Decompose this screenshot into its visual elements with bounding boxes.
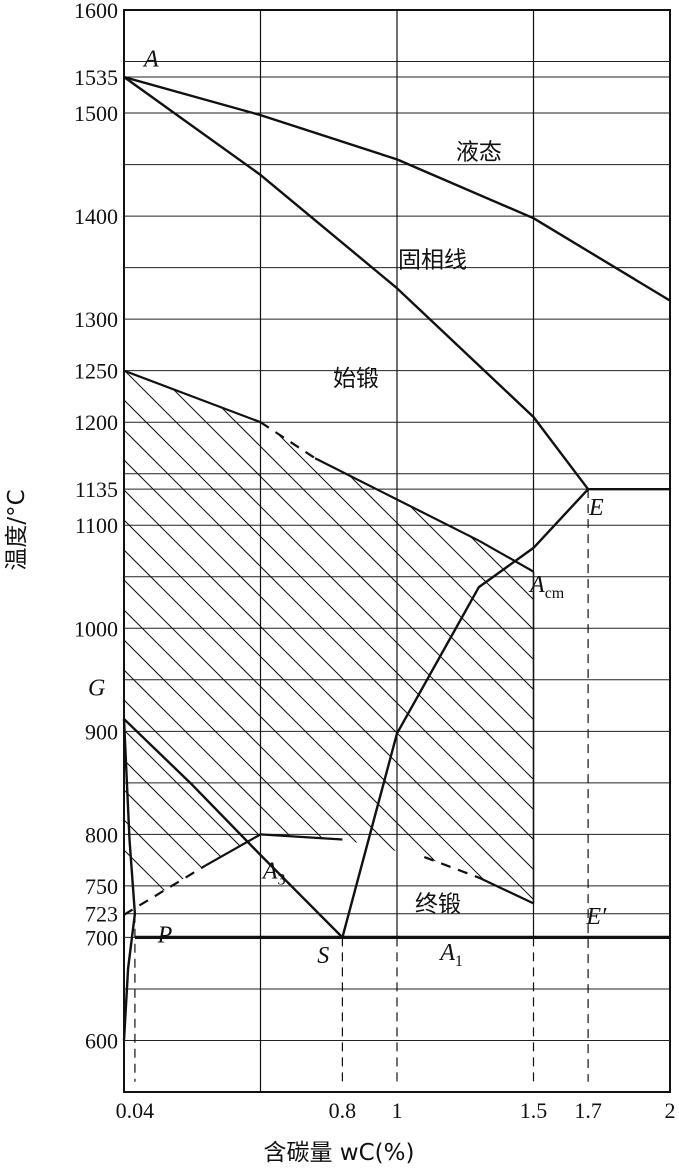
hatch-line (273, 370, 534, 915)
hatch-line (124, 370, 534, 915)
curve-始锻-segment (123, 369, 261, 424)
hatch-line (363, 370, 534, 915)
hatch-line (124, 370, 375, 915)
hatch-line (124, 370, 525, 915)
annotation-A: A (142, 47, 159, 73)
y-tick-label: 1535 (74, 65, 118, 90)
curve-A3 (123, 718, 344, 939)
hatch-line (604, 250, 679, 950)
hatch-line (634, 250, 679, 950)
hatch-line (453, 370, 534, 915)
x-tick-label: 0.8 (329, 1098, 357, 1123)
hatch-line (124, 370, 534, 915)
forging-region-hatch (124, 250, 679, 950)
y-tick-label: 723 (85, 902, 118, 927)
curve-终锻-segment (478, 876, 534, 905)
hatch-line (124, 370, 534, 915)
x-tick-label: 1 (392, 1098, 403, 1123)
hatch-line (124, 370, 534, 915)
annotation-始锻: 始锻 (333, 366, 379, 392)
y-tick-label: 1250 (74, 359, 118, 384)
hatch-line (124, 370, 345, 915)
y-tick-label: 1300 (74, 307, 118, 332)
y-tick-label: 1200 (74, 410, 118, 435)
curve-液态 (123, 75, 671, 302)
hatch-line (303, 370, 534, 915)
y-tick-label: 900 (85, 719, 118, 744)
hatch-line (124, 370, 534, 915)
curve-固相线 (123, 76, 590, 490)
y-tick-label: 750 (85, 874, 118, 899)
hatch-line (124, 370, 534, 915)
hatch-line (124, 370, 495, 915)
annotation-终锻: 终锻 (415, 892, 461, 918)
tick-labels: 1600153515001400130012501200113511001000… (74, 0, 676, 1123)
hatch-group (124, 250, 679, 950)
hatch-line (124, 370, 255, 915)
x-tick-label: 2 (665, 1098, 676, 1123)
y-tick-label: 1000 (74, 616, 118, 641)
x-axis-label: 含碳量 wC(%) (264, 1140, 415, 1166)
hatch-line (124, 370, 465, 915)
annotation-固相线: 固相线 (398, 248, 467, 274)
curve-始锻-segment (396, 498, 480, 542)
y-tick-label: 1135 (75, 477, 118, 502)
curve-GP (122, 718, 137, 914)
annotation-S: S (317, 943, 329, 969)
x-tick-label: 1.5 (520, 1098, 548, 1123)
x-axis-label-text: 含碳量 wC(%) (264, 1140, 415, 1166)
y-axis-label: 温度/°C (4, 489, 30, 570)
hatch-line (124, 370, 315, 915)
hatch-line (213, 370, 534, 915)
hatch-line (124, 370, 435, 915)
y-tick-label: 1600 (74, 0, 118, 23)
hatch-line (124, 370, 285, 915)
y-tick-label: 600 (85, 1028, 118, 1053)
y-tick-label: 1100 (75, 513, 118, 538)
curve-始锻-segment (314, 457, 398, 501)
hatch-line (664, 250, 679, 950)
hatch-line (333, 370, 534, 915)
hatch-line (243, 370, 534, 915)
annotation-液态: 液态 (456, 139, 502, 165)
annotation-P: P (157, 923, 173, 949)
curve-Acm (341, 488, 589, 938)
grid (123, 9, 671, 1093)
curve-终锻-dashed (123, 864, 207, 916)
hatch-line (124, 370, 405, 915)
hatch-line (393, 370, 534, 915)
annotation-A3: A3 (261, 859, 286, 889)
hatch-line (153, 370, 534, 915)
curve-始锻-dashed (259, 421, 316, 460)
hatch-line (124, 370, 534, 915)
hatch-line (574, 250, 679, 950)
hatch-line (124, 370, 534, 915)
x-tick-label: 0.04 (116, 1098, 155, 1123)
hatch-line (483, 370, 534, 915)
annotation-A1: A1 (438, 940, 463, 970)
annotation-E′: E′ (585, 904, 607, 930)
hatch-line (183, 370, 534, 915)
annotation-G: G (88, 675, 105, 701)
curve-始锻-segment (478, 539, 535, 573)
curve-P-low (122, 913, 137, 1041)
y-tick-label: 700 (85, 925, 118, 950)
annotation-E: E (588, 495, 604, 521)
curves (122, 75, 671, 1041)
hatch-line (513, 370, 534, 915)
hatch-line (124, 370, 534, 915)
y-tick-label: 1400 (74, 204, 118, 229)
y-tick-label: 1500 (74, 101, 118, 126)
curve-终锻-segment (205, 833, 262, 867)
y-tick-label: 800 (85, 822, 118, 847)
x-tick-label: 1.7 (574, 1098, 602, 1123)
curve-终锻-segment (260, 833, 343, 841)
hatch-line (124, 370, 534, 915)
curve-终锻-dashed (423, 856, 480, 879)
